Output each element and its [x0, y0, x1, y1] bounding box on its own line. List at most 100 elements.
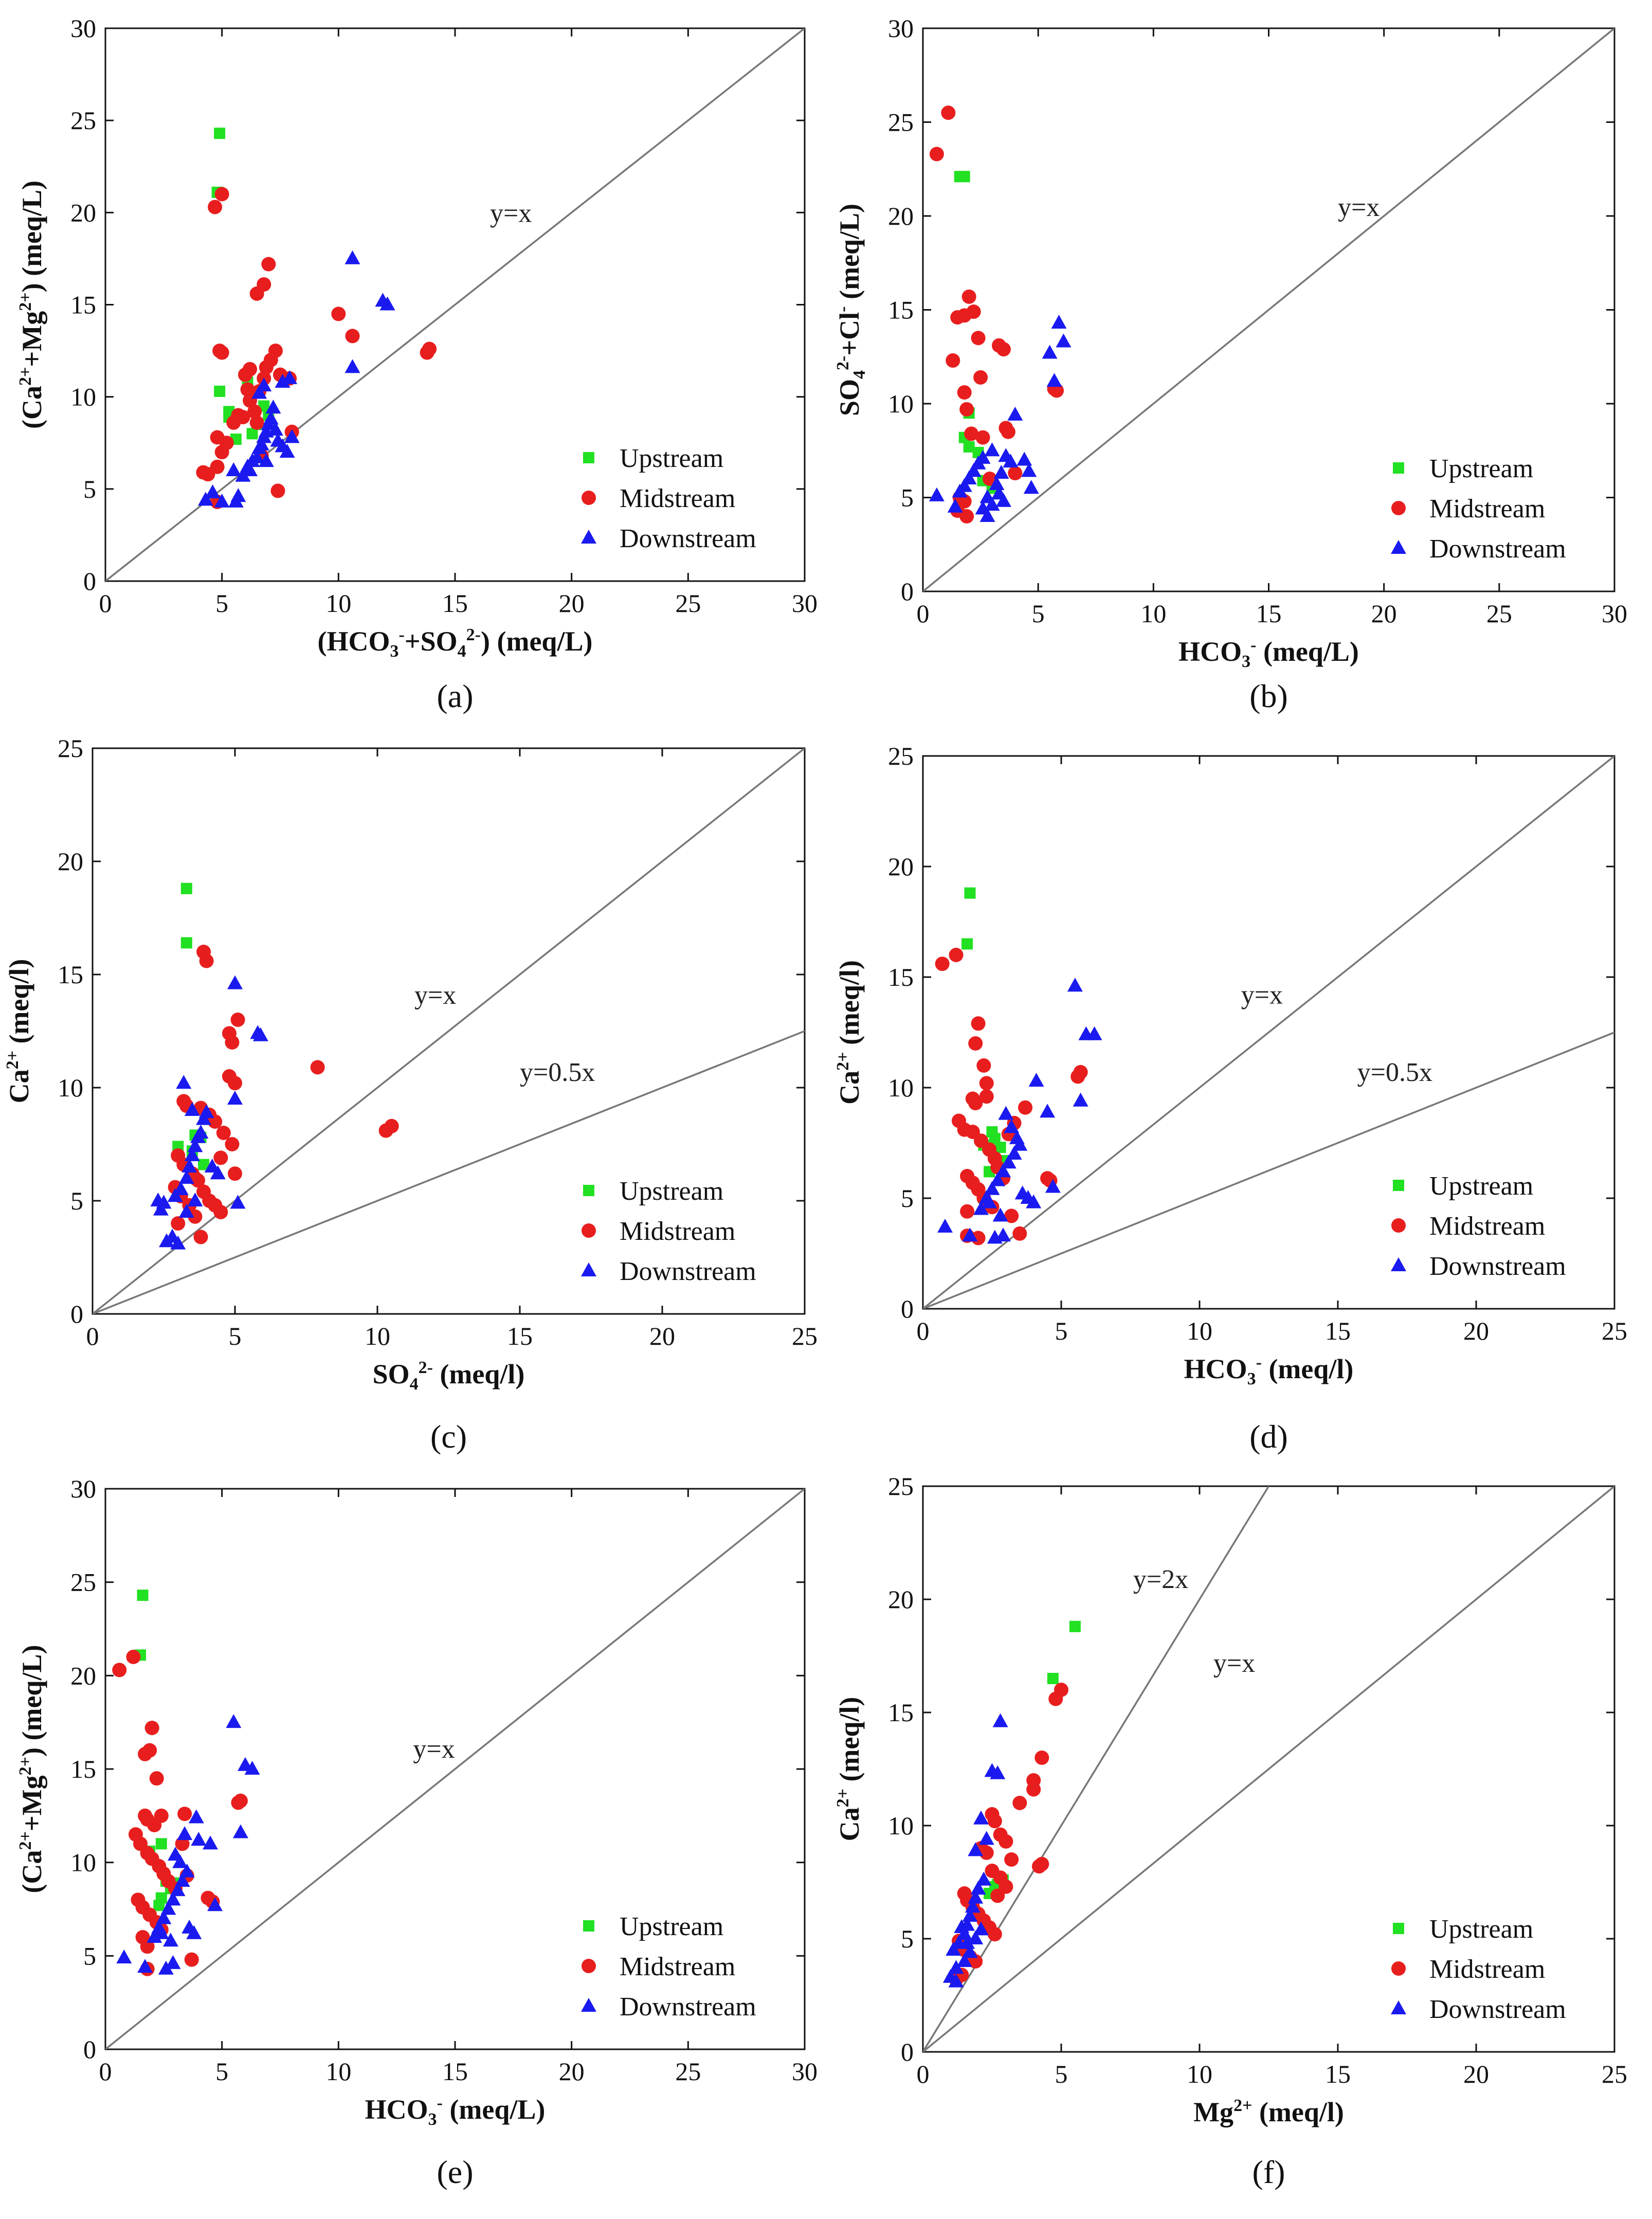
point-downstream — [226, 462, 242, 476]
point-downstream — [191, 1832, 207, 1846]
point-upstream — [214, 128, 226, 139]
y-tick-label: 20 — [70, 1661, 96, 1690]
axis-label-part: SO — [834, 379, 865, 416]
axis-label-part: (meq/l) — [1262, 1354, 1353, 1384]
x-tick-label: 20 — [649, 1322, 675, 1350]
point-downstream — [990, 1765, 1006, 1779]
point-downstream — [956, 1953, 972, 1967]
x-tick-label: 10 — [325, 2057, 351, 2086]
point-midstream — [225, 1137, 240, 1151]
data-points — [942, 1620, 1081, 1988]
point-upstream — [214, 385, 226, 397]
point-midstream — [214, 187, 229, 202]
point-downstream — [253, 436, 269, 450]
legend-label-midstream: Midstream — [1429, 1955, 1545, 1984]
y-tick-label: 5 — [901, 483, 914, 512]
point-midstream — [261, 257, 276, 272]
axis-label-part: 2+ — [16, 292, 35, 311]
point-midstream — [213, 1205, 228, 1219]
point-downstream — [244, 1761, 260, 1775]
y-tick-label: 0 — [901, 1294, 914, 1323]
point-midstream — [270, 483, 285, 498]
point-midstream — [1034, 1751, 1049, 1765]
point-upstream — [180, 937, 192, 949]
point-downstream — [249, 449, 265, 463]
legend-marker-downstream — [581, 1262, 596, 1276]
point-midstream — [973, 370, 988, 385]
point-downstream — [962, 1228, 978, 1242]
point-downstream — [275, 374, 291, 388]
point-midstream — [154, 1808, 169, 1823]
panel-label: (c) — [430, 1418, 467, 1455]
y-tick-label: 25 — [888, 742, 914, 770]
point-downstream — [1028, 1073, 1044, 1087]
legend-marker-upstream — [1393, 1923, 1404, 1934]
point-downstream — [965, 1899, 981, 1913]
point-midstream — [1001, 424, 1015, 439]
point-downstream — [242, 462, 258, 476]
legend-label-downstream: Downstream — [1429, 534, 1566, 564]
legend-label-midstream: Midstream — [620, 484, 735, 513]
point-midstream — [1012, 1226, 1027, 1241]
y-tick-label: 0 — [70, 1300, 83, 1328]
chart-panel-c: 0 5 10 15 20 25 0 5 10 15 20 25 y=x y=0.5x Upstream Mid… — [3, 734, 818, 1455]
reference-lines — [93, 748, 805, 1314]
axis-label-part: Ca — [834, 1807, 865, 1841]
point-midstream — [171, 1216, 186, 1231]
point-downstream — [230, 1195, 246, 1209]
legend-label-midstream: Midstream — [1429, 494, 1545, 524]
point-downstream — [1009, 1130, 1025, 1144]
x-tick-label: 10 — [1187, 1316, 1212, 1345]
legend-label-midstream: Midstream — [620, 1217, 735, 1246]
legend-label-upstream: Upstream — [1429, 454, 1533, 483]
point-downstream — [968, 1889, 984, 1904]
panel-label: (b) — [1249, 678, 1288, 714]
point-downstream — [937, 1218, 953, 1233]
point-midstream — [240, 382, 255, 397]
point-midstream — [949, 948, 964, 962]
point-midstream — [247, 404, 262, 419]
y-tick-label: 15 — [70, 291, 96, 319]
data-points — [935, 887, 1102, 1246]
y-tick-label: 25 — [888, 108, 914, 137]
legend-marker-midstream — [1391, 1218, 1406, 1233]
point-downstream — [947, 498, 963, 513]
axis-label-part: - — [1256, 1353, 1262, 1372]
reference-line-label: y=2x — [1133, 1565, 1188, 1594]
point-downstream — [959, 1935, 975, 1949]
point-upstream — [994, 1142, 1006, 1153]
x-tick-label: 30 — [1602, 599, 1627, 628]
point-downstream — [970, 1881, 986, 1895]
x-tick-label: 30 — [792, 2057, 818, 2086]
reference-lines — [105, 1489, 805, 2049]
point-midstream — [979, 1845, 994, 1860]
point-downstream — [978, 1831, 994, 1845]
point-downstream — [251, 385, 267, 399]
point-midstream — [1054, 1683, 1068, 1697]
axis-label-part: +Cl — [834, 312, 865, 356]
point-downstream — [165, 1891, 181, 1906]
reference-lines — [923, 756, 1614, 1309]
legend-label-upstream: Upstream — [1429, 1915, 1533, 1944]
chart-panel-e: 0 5 10 15 20 25 30 0 5 10 15 20 25 30 y=x Upstream Midst… — [16, 1474, 818, 2190]
point-upstream — [155, 1838, 167, 1850]
y-tick-label: 25 — [70, 106, 96, 135]
axis-label-part: 2+ — [16, 1757, 35, 1775]
point-midstream — [345, 329, 360, 344]
point-midstream — [1034, 1856, 1049, 1871]
point-downstream — [1051, 315, 1067, 329]
point-midstream — [214, 345, 229, 360]
legend-marker-midstream — [582, 491, 596, 505]
point-downstream — [284, 429, 300, 443]
point-downstream — [207, 1897, 223, 1911]
axis-label-part: HCO — [1184, 1354, 1247, 1384]
legend-label-downstream: Downstream — [620, 1257, 756, 1286]
y-tick-label: 0 — [83, 567, 96, 596]
point-downstream — [172, 1854, 188, 1868]
point-midstream — [233, 1793, 248, 1808]
point-downstream — [1073, 1092, 1088, 1107]
point-downstream — [279, 444, 295, 458]
point-upstream — [961, 938, 973, 950]
data-points — [112, 1590, 260, 1976]
x-tick-label: 25 — [675, 2057, 701, 2086]
